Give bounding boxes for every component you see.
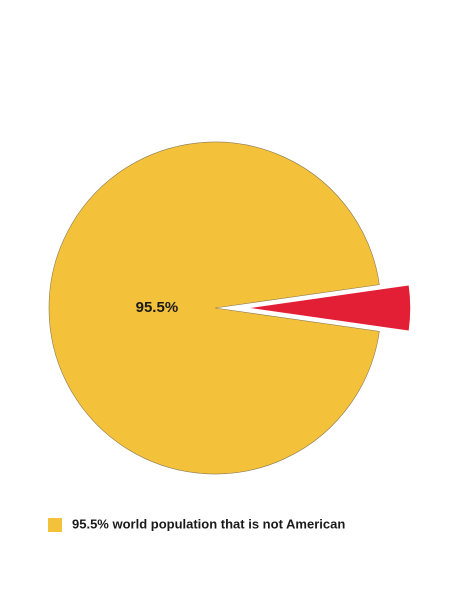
pie-slice: [48, 141, 380, 475]
data-label: 95.5%: [136, 299, 179, 316]
pie-slice: [244, 283, 412, 333]
legend-label: 95.5% world population that is not Ameri…: [72, 516, 345, 531]
legend-swatch: [48, 518, 62, 532]
